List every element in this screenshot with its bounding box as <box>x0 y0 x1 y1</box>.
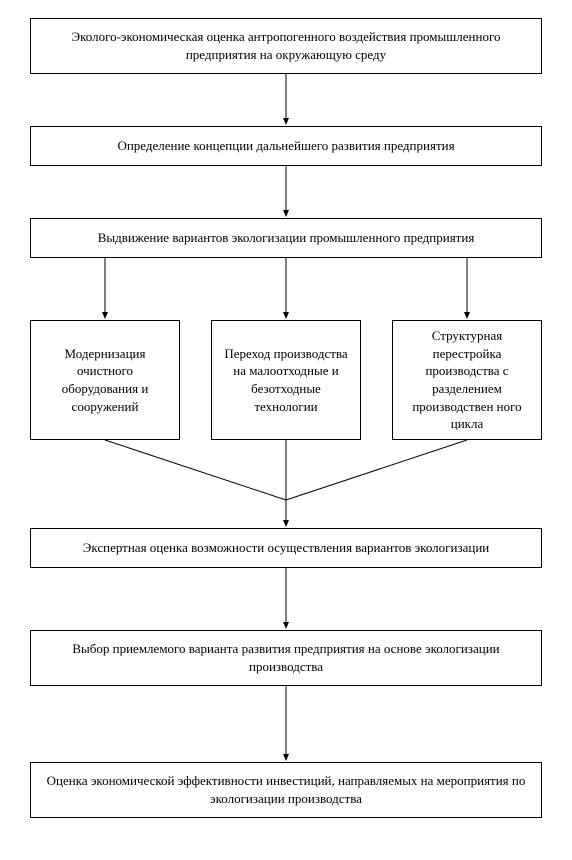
node-n3: Выдвижение вариантов экологизации промыш… <box>30 218 542 258</box>
node-n6: Выбор приемлемого варианта развития пред… <box>30 630 542 686</box>
node-label: Экспертная оценка возможности осуществле… <box>83 539 489 557</box>
edge <box>286 440 467 500</box>
node-label: Определение концепции дальнейшего развит… <box>117 137 454 155</box>
node-label: Переход производства на малоотходные и б… <box>220 345 352 415</box>
node-label: Оценка экономической эффективности инвес… <box>39 772 533 807</box>
node-n4c: Структурная перестройка производства с р… <box>392 320 542 440</box>
node-n2: Определение концепции дальнейшего развит… <box>30 126 542 166</box>
node-n4a: Модернизация очистного оборудования и со… <box>30 320 180 440</box>
node-n4b: Переход производства на малоотходные и б… <box>211 320 361 440</box>
edge <box>105 440 286 500</box>
node-label: Модернизация очистного оборудования и со… <box>39 345 171 415</box>
node-n5: Экспертная оценка возможности осуществле… <box>30 528 542 568</box>
node-label: Выдвижение вариантов экологизации промыш… <box>98 229 475 247</box>
node-label: Выбор приемлемого варианта развития пред… <box>39 640 533 675</box>
node-n1: Эколого-экономическая оценка антропогенн… <box>30 18 542 74</box>
flowchart-canvas: Эколого-экономическая оценка антропогенн… <box>0 0 572 860</box>
node-n7: Оценка экономической эффективности инвес… <box>30 762 542 818</box>
node-label: Структурная перестройка производства с р… <box>401 327 533 432</box>
node-label: Эколого-экономическая оценка антропогенн… <box>39 28 533 63</box>
